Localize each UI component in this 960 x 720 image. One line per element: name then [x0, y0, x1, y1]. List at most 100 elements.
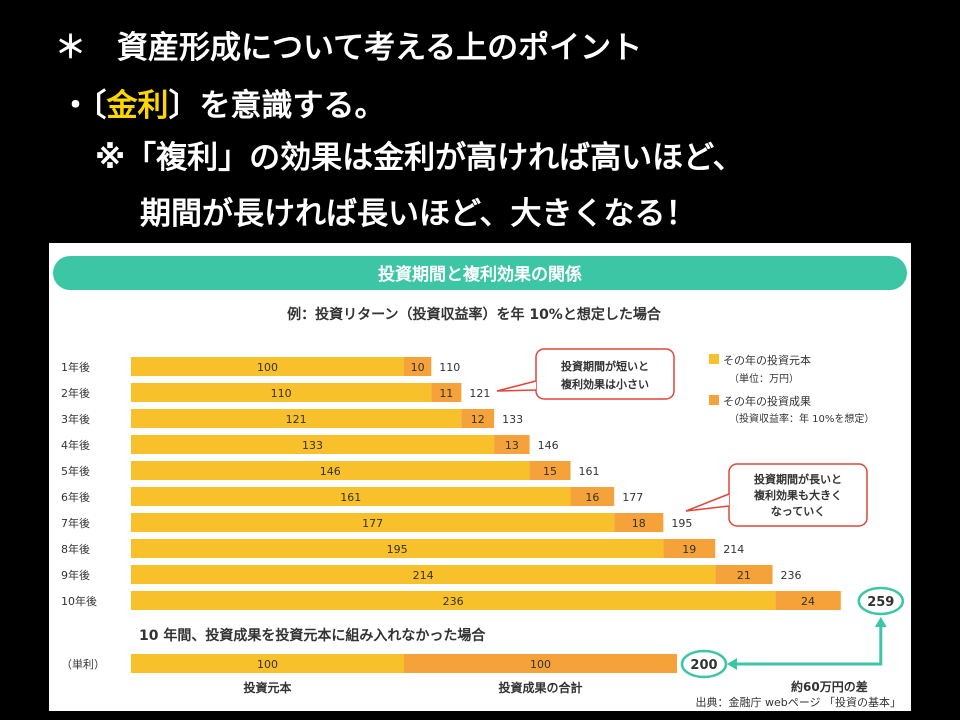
return-bar [614, 513, 664, 532]
principal-value: 146 [320, 465, 341, 478]
return-bar [570, 487, 615, 506]
legend-principal-swatch [709, 354, 719, 364]
row-label: 2年後 [61, 386, 90, 400]
principal-bar [131, 565, 716, 584]
principal-value: 236 [443, 595, 464, 608]
row-label: 6年後 [61, 490, 90, 504]
keyword-interest: 金利 [106, 88, 169, 124]
row-label: 4年後 [61, 438, 90, 452]
return-bar [529, 461, 571, 480]
simple-total-highlight [680, 649, 728, 679]
connector-arrowhead-up [874, 617, 887, 627]
total-value: 121 [469, 387, 490, 400]
return-value: 10 [411, 361, 425, 374]
return-value: 12 [471, 413, 485, 426]
simple-principal-value: 100 [257, 658, 278, 671]
principal-bar [131, 591, 776, 610]
total-value: 133 [502, 413, 523, 426]
principal-value: 121 [286, 413, 307, 426]
principal-bar [131, 461, 530, 480]
callout-short-pointer [496, 380, 537, 392]
principal-value: 161 [340, 491, 361, 504]
principal-value: 133 [302, 439, 323, 452]
legend-principal-note: （単位：万円） [729, 372, 799, 385]
bottom-label-return: 投資成果の合計 [498, 680, 582, 695]
row-label: 9年後 [61, 568, 90, 582]
total-value: 236 [781, 569, 802, 582]
principal-bar [131, 487, 571, 506]
return-bar [404, 357, 432, 376]
simple-return-bar [404, 654, 677, 673]
legend-return-swatch [709, 395, 719, 405]
simple-row-label: （単利） [61, 657, 105, 671]
compound-interest-figure: 投資期間と複利効果の関係例：投資リターン（投資収益率）を年 10%と想定した場合… [49, 243, 911, 711]
total-value: 146 [538, 439, 559, 452]
principal-bar [131, 513, 615, 532]
principal-bar [131, 357, 404, 376]
return-value: 16 [585, 491, 599, 504]
bottom-label-principal: 投資元本 [243, 680, 291, 695]
return-bar [431, 383, 462, 402]
principal-value: 195 [387, 543, 408, 556]
principal-value: 214 [413, 569, 434, 582]
return-bar [494, 435, 530, 454]
principal-bar [131, 435, 495, 454]
simple-principal-bar [131, 654, 404, 673]
row-label: 1年後 [61, 360, 90, 374]
chart-subtitle: 例：投資リターン（投資収益率）を年 10%と想定した場合 [287, 306, 662, 323]
return-bar [663, 539, 716, 558]
callout-short-line-1: 投資期間が短いと [561, 359, 649, 373]
note-line-2: 期間が長ければ長いほど、大きくなる！ [140, 196, 697, 232]
point-prefix: ・〔 [60, 88, 107, 124]
callout-short-line-2: 複利効果は小さい [560, 377, 649, 391]
slide-title: ＊ 資産形成について考える上のポイント [55, 30, 643, 66]
principal-bar [131, 409, 462, 428]
difference-label: 約60万円の差 [791, 679, 868, 694]
principal-bar [131, 539, 664, 558]
row-label: 5年後 [61, 464, 90, 478]
callout-long-line-2: 複利効果も大きく [753, 488, 842, 502]
principal-value: 100 [257, 361, 278, 374]
row-label: 10年後 [61, 594, 97, 608]
chart-title: 投資期間と複利効果の関係 [378, 264, 582, 285]
callout-long-pointer [685, 493, 730, 512]
return-bar [775, 591, 841, 610]
legend-principal-label: その年の投資元本 [723, 353, 811, 367]
legend-return-note: （投資収益率：年 10%を想定） [729, 412, 874, 425]
simple-interest-title: 10 年間、投資成果を投資元本に組み入れなかった場合 [139, 627, 486, 644]
return-value: 18 [632, 517, 646, 530]
return-value: 15 [543, 465, 557, 478]
legend-return-label: その年の投資成果 [723, 394, 811, 408]
total-value: 161 [579, 465, 600, 478]
row-label: 7年後 [61, 516, 90, 530]
total-value: 195 [671, 517, 692, 530]
callout-short-box [535, 348, 675, 400]
total-value: 177 [622, 491, 643, 504]
total-value-highlight: 259 [867, 595, 894, 610]
principal-value: 177 [362, 517, 383, 530]
total-value: 110 [439, 361, 460, 374]
return-value: 24 [801, 595, 815, 608]
callout-long-line-3: なっていく [771, 505, 825, 518]
connector-arrowhead-left [727, 658, 737, 670]
principal-value: 110 [271, 387, 292, 400]
return-value: 13 [505, 439, 519, 452]
row-label: 3年後 [61, 412, 90, 426]
simple-total-value: 200 [690, 658, 717, 673]
return-value: 19 [682, 543, 696, 556]
return-bar [461, 409, 495, 428]
return-value: 11 [439, 387, 453, 400]
point-line: ・〔金利〕を意識する。 [60, 80, 386, 125]
difference-connector [733, 625, 883, 666]
return-value: 21 [737, 569, 751, 582]
row-label: 8年後 [61, 542, 90, 556]
title-banner [53, 256, 907, 290]
note-line-1: ※「複利」の効果は金利が高ければ高いほど、 [95, 140, 744, 176]
source-credit: 出典：金融庁 webページ 「投資の基本」 [695, 695, 901, 709]
point-suffix: 〕を意識する。 [168, 88, 386, 124]
principal-bar [131, 383, 432, 402]
return-bar [715, 565, 773, 584]
simple-return-value: 100 [530, 658, 551, 671]
total-value: 214 [723, 543, 744, 556]
